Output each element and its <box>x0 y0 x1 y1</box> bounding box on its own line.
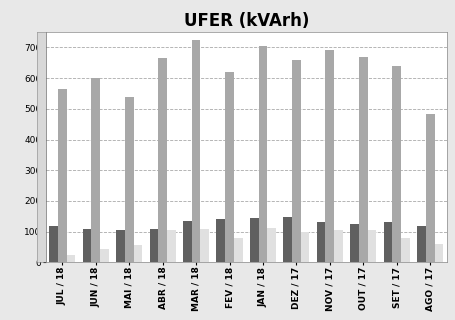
Bar <box>149 228 158 262</box>
Title: UFER (kVArh): UFER (kVArh) <box>183 12 308 30</box>
Bar <box>267 228 275 262</box>
Bar <box>283 217 291 262</box>
Bar <box>125 97 133 262</box>
Bar <box>191 40 200 262</box>
Bar <box>216 220 225 262</box>
Bar <box>325 51 334 262</box>
Bar <box>200 229 209 262</box>
Bar <box>258 46 267 262</box>
Bar <box>416 226 425 262</box>
Bar <box>249 218 258 262</box>
Bar <box>334 230 342 262</box>
Bar <box>316 222 325 262</box>
Bar <box>291 60 300 262</box>
Bar <box>182 221 191 262</box>
Bar <box>233 238 242 262</box>
Bar <box>133 244 142 262</box>
Bar <box>391 66 400 262</box>
Bar <box>66 255 75 262</box>
Bar <box>434 244 442 262</box>
Bar <box>425 114 434 262</box>
Bar <box>400 238 409 262</box>
Bar <box>91 78 100 262</box>
Bar <box>82 228 91 262</box>
Bar <box>225 72 233 262</box>
Bar <box>167 230 175 262</box>
Bar <box>158 58 167 262</box>
Bar <box>367 230 375 262</box>
Bar <box>383 222 391 262</box>
Bar <box>100 249 109 262</box>
Bar <box>349 224 358 262</box>
Bar <box>58 89 66 262</box>
Bar <box>300 232 309 262</box>
Bar <box>49 226 58 262</box>
Bar <box>358 57 367 262</box>
Bar <box>116 230 125 262</box>
